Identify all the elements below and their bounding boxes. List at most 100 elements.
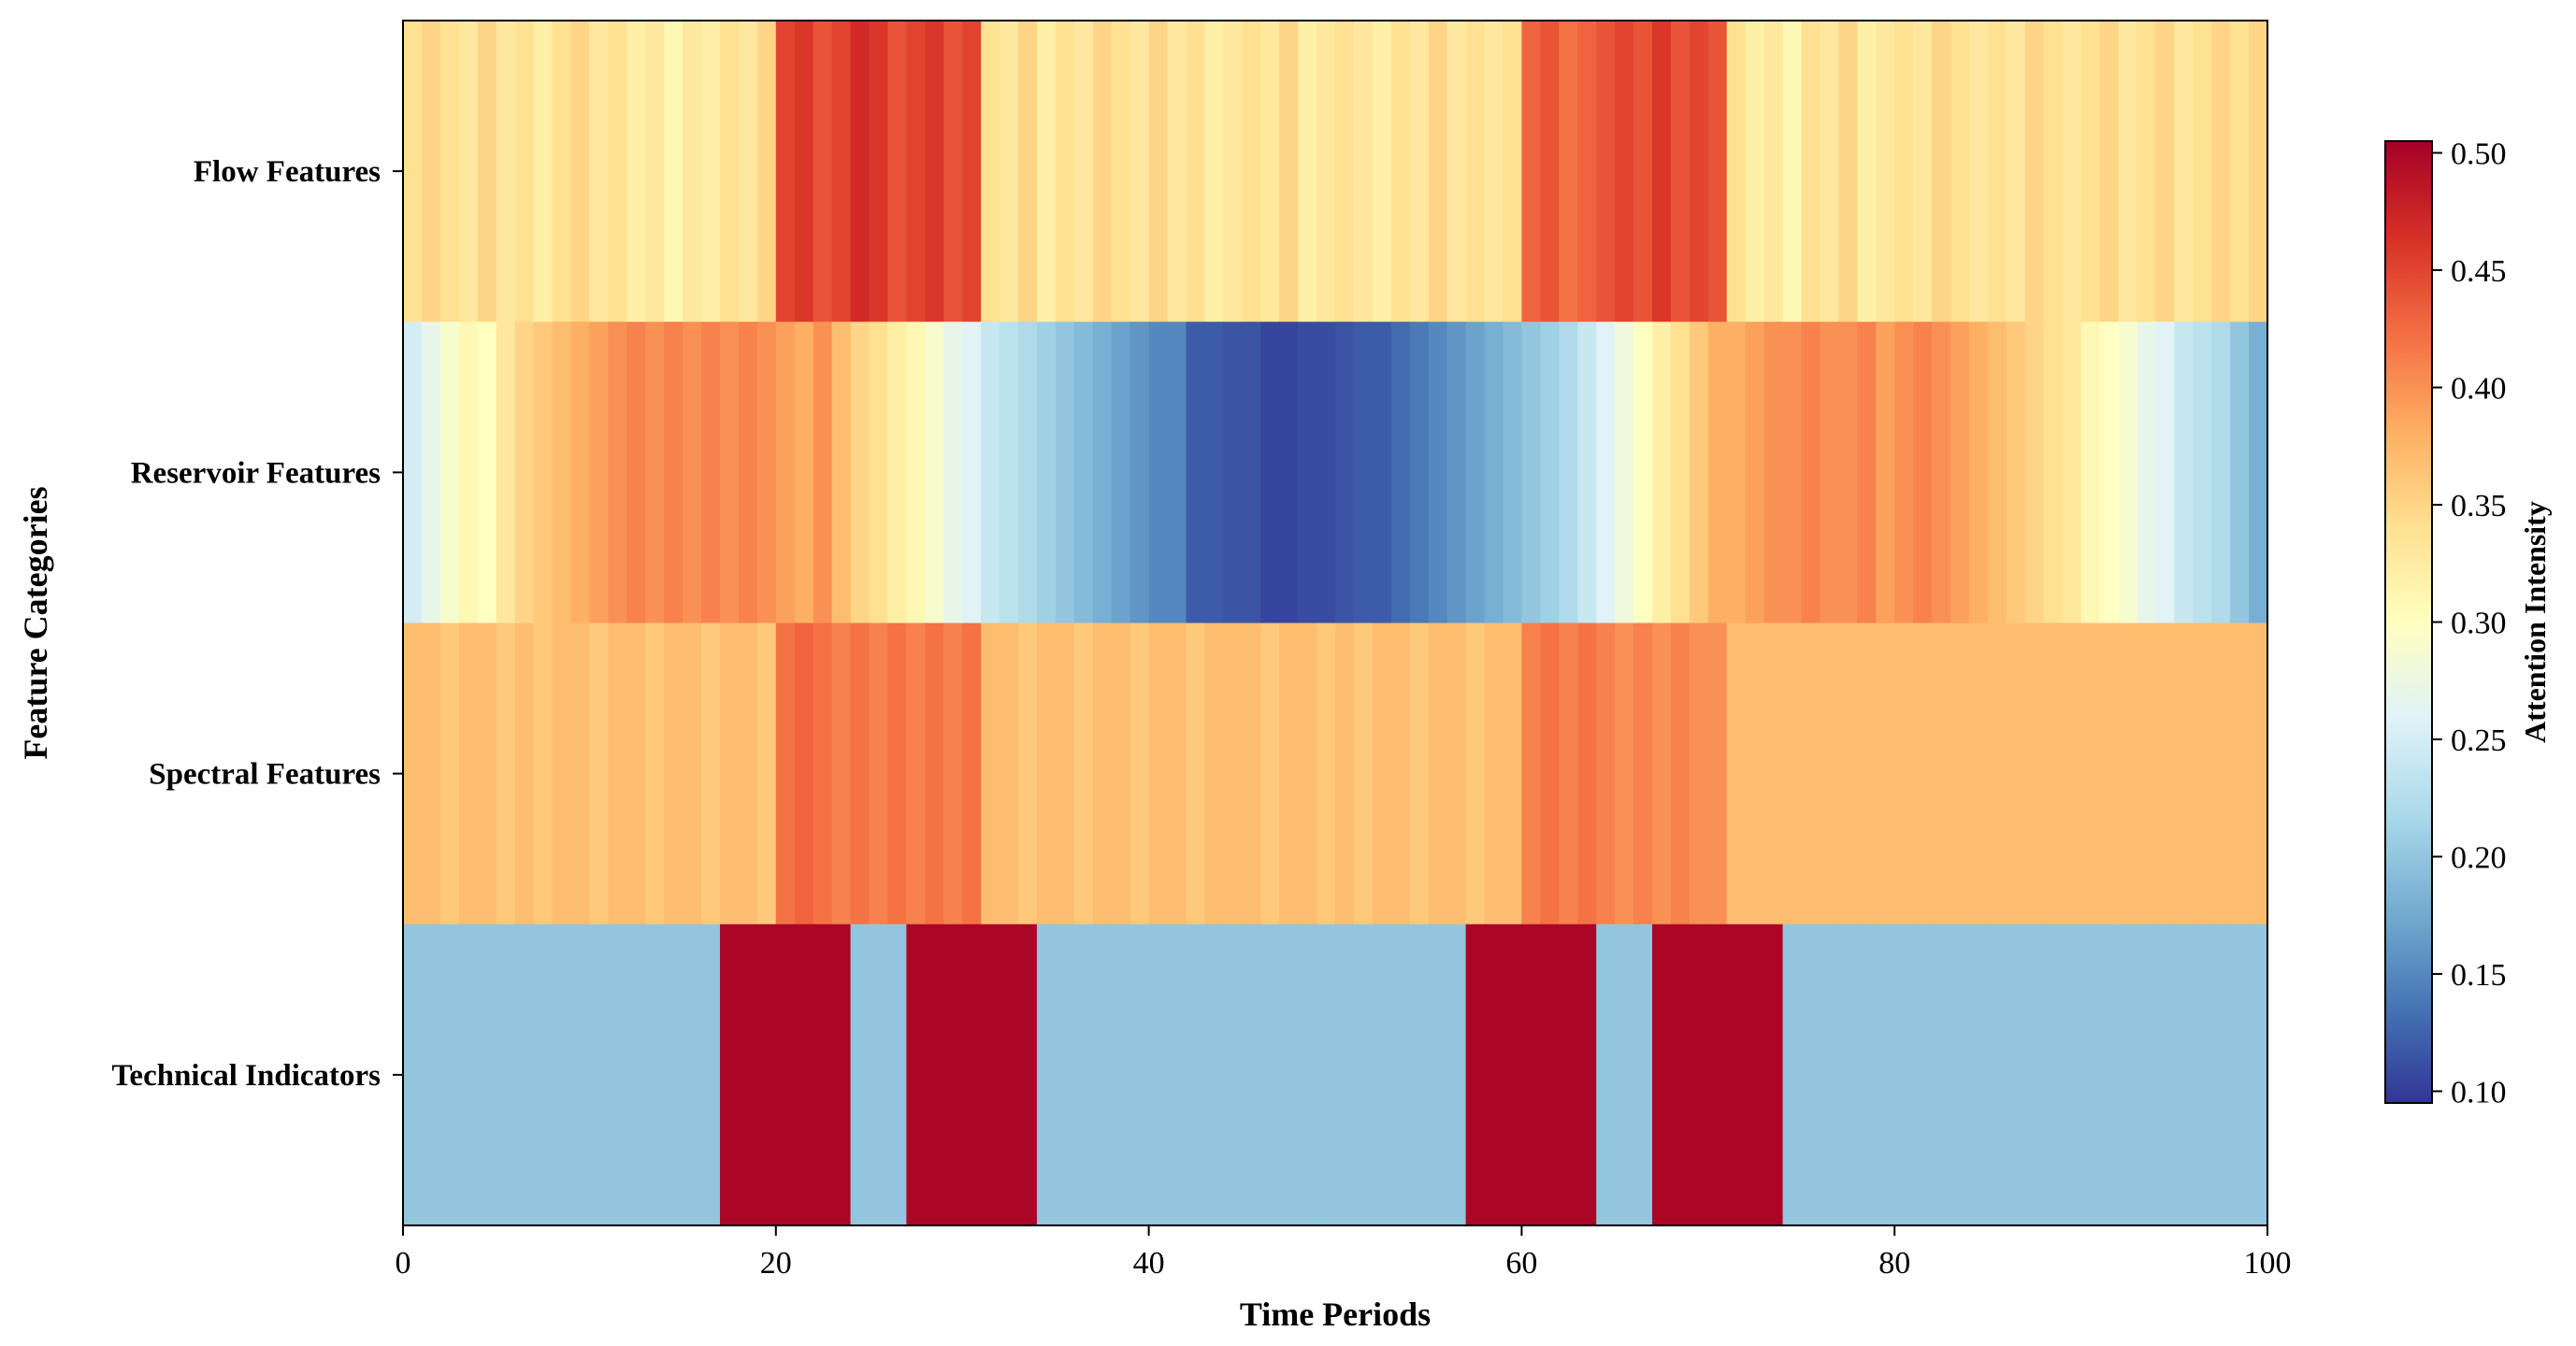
heatmap-cell xyxy=(1782,322,1803,624)
heatmap-cell xyxy=(738,322,758,624)
heatmap-cell xyxy=(1503,623,1522,925)
heatmap-cell xyxy=(683,623,702,925)
heatmap-cell xyxy=(1651,623,1672,925)
heatmap-cell xyxy=(2193,21,2212,322)
heatmap-cell xyxy=(1540,924,1560,1226)
heatmap-cell xyxy=(1223,21,1243,322)
heatmap-cell xyxy=(2230,623,2250,925)
heatmap-cell xyxy=(1036,623,1057,925)
heatmap-cell xyxy=(514,623,535,925)
heatmap-cell xyxy=(496,21,516,322)
heatmap-cell xyxy=(943,623,963,925)
heatmap-cell xyxy=(2062,21,2082,322)
x-tick-label: 60 xyxy=(1505,1246,1537,1281)
heatmap-cell xyxy=(1763,21,1784,322)
heatmap-cell xyxy=(813,21,833,322)
heatmap-cell xyxy=(2193,623,2212,925)
heatmap-cell xyxy=(1521,322,1541,624)
heatmap-cell xyxy=(1242,322,1261,624)
heatmap-cell xyxy=(1950,322,1970,624)
heatmap-cell xyxy=(943,924,963,1226)
heatmap-cell xyxy=(2174,924,2194,1226)
heatmap-cell xyxy=(1707,623,1728,925)
heatmap-cell xyxy=(533,21,554,322)
heatmap-cell xyxy=(1726,322,1747,624)
heatmap-cell xyxy=(626,623,646,925)
heatmap-cell xyxy=(1148,21,1169,322)
heatmap-cell xyxy=(2230,924,2250,1226)
heatmap-cell xyxy=(719,623,740,925)
heatmap-cell xyxy=(2043,924,2064,1226)
heatmap-cell xyxy=(683,924,702,1226)
heatmap-cell xyxy=(1745,21,1765,322)
heatmap-cell xyxy=(1894,623,1914,925)
y-tick-label: Spectral Features xyxy=(149,758,381,792)
heatmap-cell xyxy=(1335,623,1355,925)
heatmap-cell xyxy=(683,21,702,322)
heatmap-cell xyxy=(1857,21,1877,322)
heatmap-cell xyxy=(2043,21,2064,322)
heatmap-cell xyxy=(1186,623,1206,925)
heatmap-cell xyxy=(1987,924,2008,1226)
heatmap-cell xyxy=(943,21,963,322)
heatmap-cell xyxy=(1000,623,1019,925)
heatmap-cell xyxy=(1857,924,1877,1226)
heatmap-cell xyxy=(439,623,460,925)
heatmap-cell xyxy=(2137,322,2156,624)
heatmap-cell xyxy=(2118,21,2138,322)
heatmap-cell xyxy=(2230,322,2250,624)
heatmap-cell xyxy=(2193,924,2212,1226)
heatmap-cell xyxy=(2193,322,2212,624)
heatmap-cell xyxy=(1484,623,1504,925)
heatmap-cell xyxy=(2155,21,2175,322)
heatmap-cell xyxy=(1409,21,1430,322)
heatmap-cell xyxy=(1782,21,1803,322)
heatmap-cell xyxy=(2211,21,2231,322)
heatmap-cell xyxy=(1000,924,1019,1226)
heatmap-cell xyxy=(1242,623,1261,925)
heatmap-cell xyxy=(664,21,684,322)
heatmap-cell xyxy=(2099,924,2120,1226)
heatmap-cell xyxy=(2043,623,2064,925)
heatmap-cell xyxy=(1782,924,1803,1226)
heatmap-cell xyxy=(1167,322,1187,624)
heatmap-cell xyxy=(1242,21,1261,322)
heatmap-cell xyxy=(887,623,907,925)
heatmap-cell xyxy=(1987,322,2008,624)
heatmap-cell xyxy=(1018,623,1038,925)
heatmap-cell xyxy=(1335,21,1355,322)
heatmap-cell xyxy=(1596,623,1616,925)
heatmap-cell xyxy=(906,322,926,624)
heatmap-cell xyxy=(831,924,852,1226)
heatmap-cell xyxy=(1932,924,1951,1226)
heatmap-cell xyxy=(570,21,590,322)
heatmap-cell xyxy=(1186,322,1206,624)
heatmap-cell xyxy=(1540,623,1560,925)
heatmap-cell xyxy=(589,623,609,925)
heatmap-cell xyxy=(2249,924,2268,1226)
heatmap-cell xyxy=(608,623,627,925)
heatmap-cell xyxy=(2174,322,2194,624)
heatmap-cell xyxy=(1820,322,1839,624)
heatmap-cell xyxy=(1353,21,1374,322)
heatmap-cell xyxy=(925,924,944,1226)
heatmap-cell xyxy=(1801,924,1821,1226)
heatmap-cell xyxy=(756,21,777,322)
heatmap-cell xyxy=(477,924,497,1226)
heatmap-cell xyxy=(775,623,796,925)
heatmap-cell xyxy=(850,924,871,1226)
heatmap-cell xyxy=(1092,924,1113,1226)
heatmap-cell xyxy=(1633,924,1653,1226)
heatmap-cell xyxy=(608,21,627,322)
heatmap-cell xyxy=(1428,21,1448,322)
heatmap-cell xyxy=(1148,322,1169,624)
heatmap-cell xyxy=(1055,322,1075,624)
heatmap-cell xyxy=(887,21,907,322)
heatmap-cell xyxy=(738,924,758,1226)
heatmap-cell xyxy=(1390,21,1411,322)
heatmap-cell xyxy=(1204,21,1224,322)
heatmap-cell xyxy=(738,21,758,322)
colorbar-tick-label: 0.35 xyxy=(2451,489,2507,523)
heatmap-cell xyxy=(1317,623,1336,925)
heatmap-cell xyxy=(1279,322,1299,624)
